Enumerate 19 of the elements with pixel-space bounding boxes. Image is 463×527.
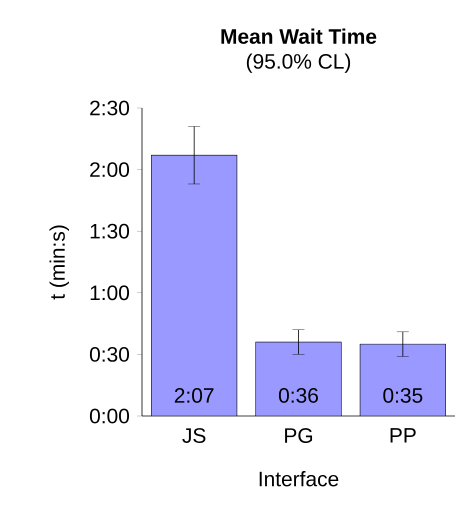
bar xyxy=(360,344,446,416)
y-tick-label: 1:00 xyxy=(90,285,130,300)
data-label: 2:07 xyxy=(174,388,214,403)
y-axis-title: t (min:s) xyxy=(50,226,69,300)
y-tick-label: 0:30 xyxy=(90,346,130,362)
y-tick-label: 2:30 xyxy=(90,100,130,116)
data-label: 0:36 xyxy=(278,388,318,403)
x-tick-label: JS xyxy=(182,428,206,443)
chart-subtitle: (95.0% CL) xyxy=(246,53,350,73)
x-axis-title: Interface xyxy=(260,471,338,486)
x-tick-label: PG xyxy=(285,428,312,443)
y-tick-label: 2:00 xyxy=(90,162,130,178)
bar xyxy=(151,154,238,416)
data-label: 0:35 xyxy=(383,388,422,403)
x-tick-label: PP xyxy=(390,428,416,443)
chart-title: Mean Wait Time xyxy=(221,28,376,44)
y-tick-label: 1:30 xyxy=(90,224,130,239)
y-tick-label: 0:00 xyxy=(90,408,130,424)
bar xyxy=(255,342,342,416)
